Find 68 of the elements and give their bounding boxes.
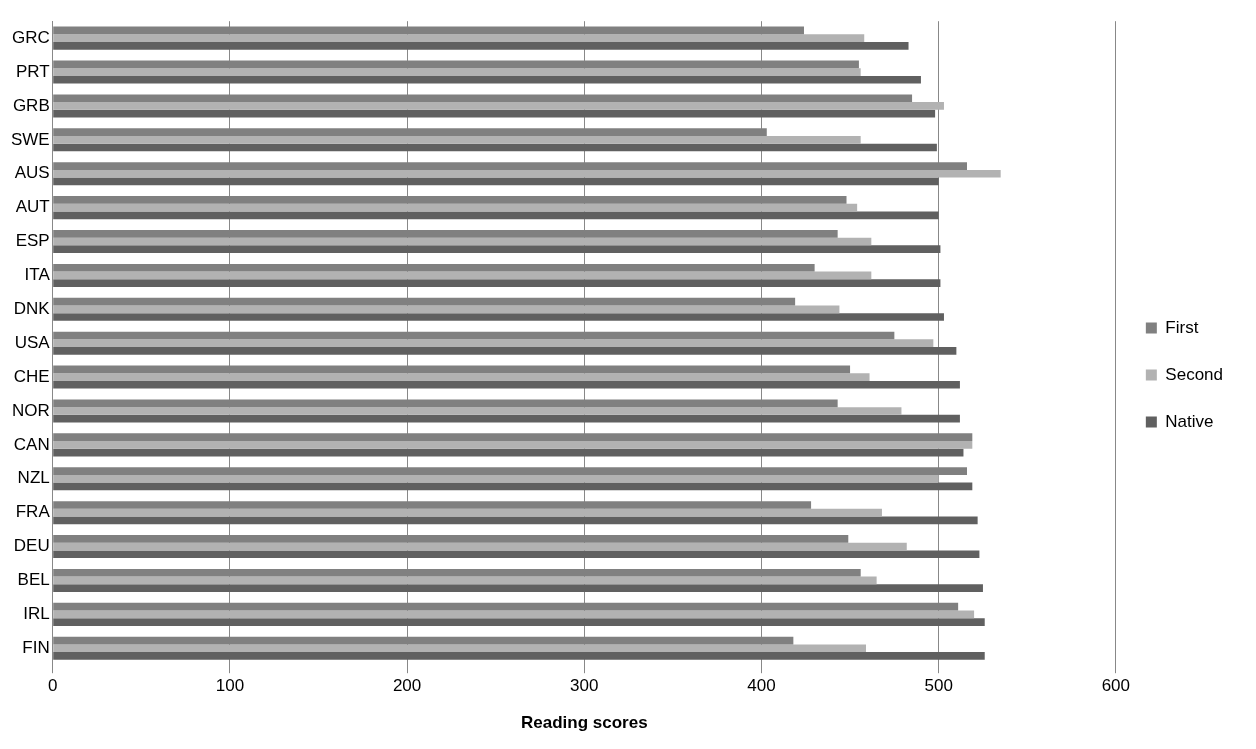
bar <box>53 644 867 653</box>
bar <box>53 135 861 144</box>
y-tick-label: DNK <box>13 298 51 318</box>
y-tick-label: FRA <box>15 502 51 522</box>
bar <box>53 279 941 287</box>
y-tick-label: NOR <box>11 400 50 420</box>
x-tick-label: 600 <box>1101 676 1131 696</box>
bar <box>53 177 939 186</box>
y-tick-label: NZL <box>17 468 50 488</box>
y-tick-label: PRT <box>16 61 50 81</box>
bar <box>53 68 861 76</box>
bar <box>53 516 978 525</box>
y-tick-label: ESP <box>15 231 50 251</box>
bar <box>53 203 858 212</box>
bar <box>53 373 870 381</box>
y-tick-label: CAN <box>13 434 50 454</box>
y-tick-label: AUT <box>15 197 50 217</box>
bar <box>53 652 985 660</box>
bar <box>53 41 909 50</box>
bar <box>53 237 872 246</box>
bar <box>53 618 985 626</box>
bar <box>53 347 957 355</box>
bar <box>53 584 983 592</box>
y-tick-label: ITA <box>24 265 51 285</box>
bar <box>53 380 960 389</box>
bar <box>53 576 877 585</box>
bar <box>53 75 921 84</box>
x-tick-label: 100 <box>215 676 245 696</box>
legend-label: Second <box>1165 364 1224 384</box>
bar <box>53 102 944 110</box>
y-tick-label: FIN <box>22 637 50 657</box>
bar <box>53 407 902 415</box>
bar <box>53 34 865 42</box>
y-tick-label: BEL <box>17 570 50 590</box>
bar <box>53 610 975 619</box>
bar <box>53 441 973 449</box>
bar <box>53 339 934 348</box>
legend-label: Native <box>1165 411 1214 431</box>
bar <box>53 482 973 491</box>
y-tick-label: IRL <box>23 604 50 624</box>
y-tick-label: DEU <box>13 536 50 556</box>
bar <box>53 305 840 314</box>
y-tick-label: GRC <box>11 27 50 47</box>
bar <box>53 271 872 280</box>
x-tick-label: 300 <box>570 676 599 696</box>
x-axis-title: Reading scores <box>520 713 648 733</box>
x-tick-label: 400 <box>747 676 776 696</box>
x-tick-label: 0 <box>47 676 58 696</box>
bar <box>53 109 936 118</box>
bar <box>53 169 1001 178</box>
y-tick-label: CHE <box>13 366 50 386</box>
legend-label: First <box>1165 317 1199 337</box>
bar <box>53 542 907 551</box>
y-tick-label: GRB <box>12 95 50 115</box>
bar <box>53 448 964 457</box>
bar <box>53 550 980 559</box>
bar <box>53 211 939 220</box>
bar <box>53 474 939 483</box>
x-tick-label: 200 <box>392 676 422 696</box>
bar <box>53 508 882 517</box>
bar <box>53 414 960 423</box>
x-tick-label: 500 <box>924 676 953 696</box>
bar <box>53 245 941 254</box>
bar <box>53 313 944 321</box>
y-tick-label: AUS <box>14 163 50 183</box>
y-tick-label: SWE <box>10 129 50 149</box>
bar <box>53 143 937 152</box>
y-tick-label: USA <box>14 332 51 352</box>
